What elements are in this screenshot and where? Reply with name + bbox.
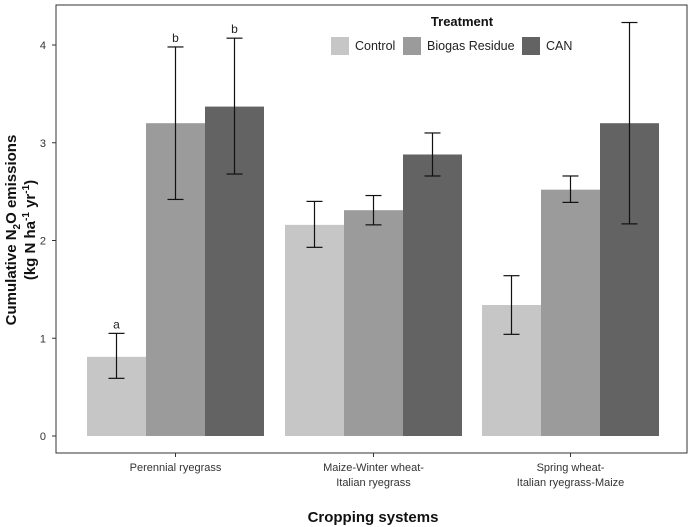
legend-label: Biogas Residue	[427, 39, 515, 53]
bar-biogas-residue	[344, 210, 403, 436]
significance-label: a	[113, 317, 120, 331]
legend-label: Control	[355, 39, 395, 53]
bar-biogas-residue	[541, 189, 600, 436]
x-tick-label: Spring wheat-	[537, 462, 605, 474]
error-bars-layer: a b b	[108, 21, 638, 379]
significance-label: b	[231, 22, 238, 36]
y-axis-title: Cumulative N2O emissions (kg N ha-1 yr-1…	[3, 135, 39, 326]
x-tick-label: Italian ryegrass	[336, 477, 411, 489]
legend-title: Treatment	[431, 14, 494, 29]
x-tick-label: Perennial ryegrass	[130, 462, 222, 474]
bars-layer	[87, 106, 659, 437]
y-tick-label: 1	[40, 333, 46, 345]
bar-can	[403, 154, 462, 437]
legend-label: CAN	[546, 39, 572, 53]
legend-key-biogas-residue	[403, 37, 421, 55]
significance-label: b	[172, 31, 179, 45]
x-tick-label: Italian ryegrass-Maize	[517, 477, 625, 489]
y-tick-label: 0	[40, 431, 46, 443]
legend-key-can	[522, 37, 540, 55]
y-axis-title-line2: (kg N ha-1 yr-1)	[21, 180, 39, 280]
legend-key-control	[331, 37, 349, 55]
y-axis: 0 1 2 3 4	[40, 40, 56, 443]
x-axis-title: Cropping systems	[308, 509, 439, 526]
y-axis-title-line1: Cumulative N2O emissions	[3, 135, 23, 326]
y-tick-label: 2	[40, 236, 46, 248]
bar-control	[285, 224, 344, 436]
panel-border	[55, 4, 688, 454]
legend: Treatment Control Biogas Residue CAN	[331, 14, 572, 55]
y-tick-label: 3	[40, 138, 46, 150]
x-tick-label: Maize-Winter wheat-	[323, 462, 424, 474]
y-tick-label: 4	[40, 40, 46, 52]
x-axis: Perennial ryegrass Maize-Winter wheat- Ita…	[130, 453, 625, 489]
